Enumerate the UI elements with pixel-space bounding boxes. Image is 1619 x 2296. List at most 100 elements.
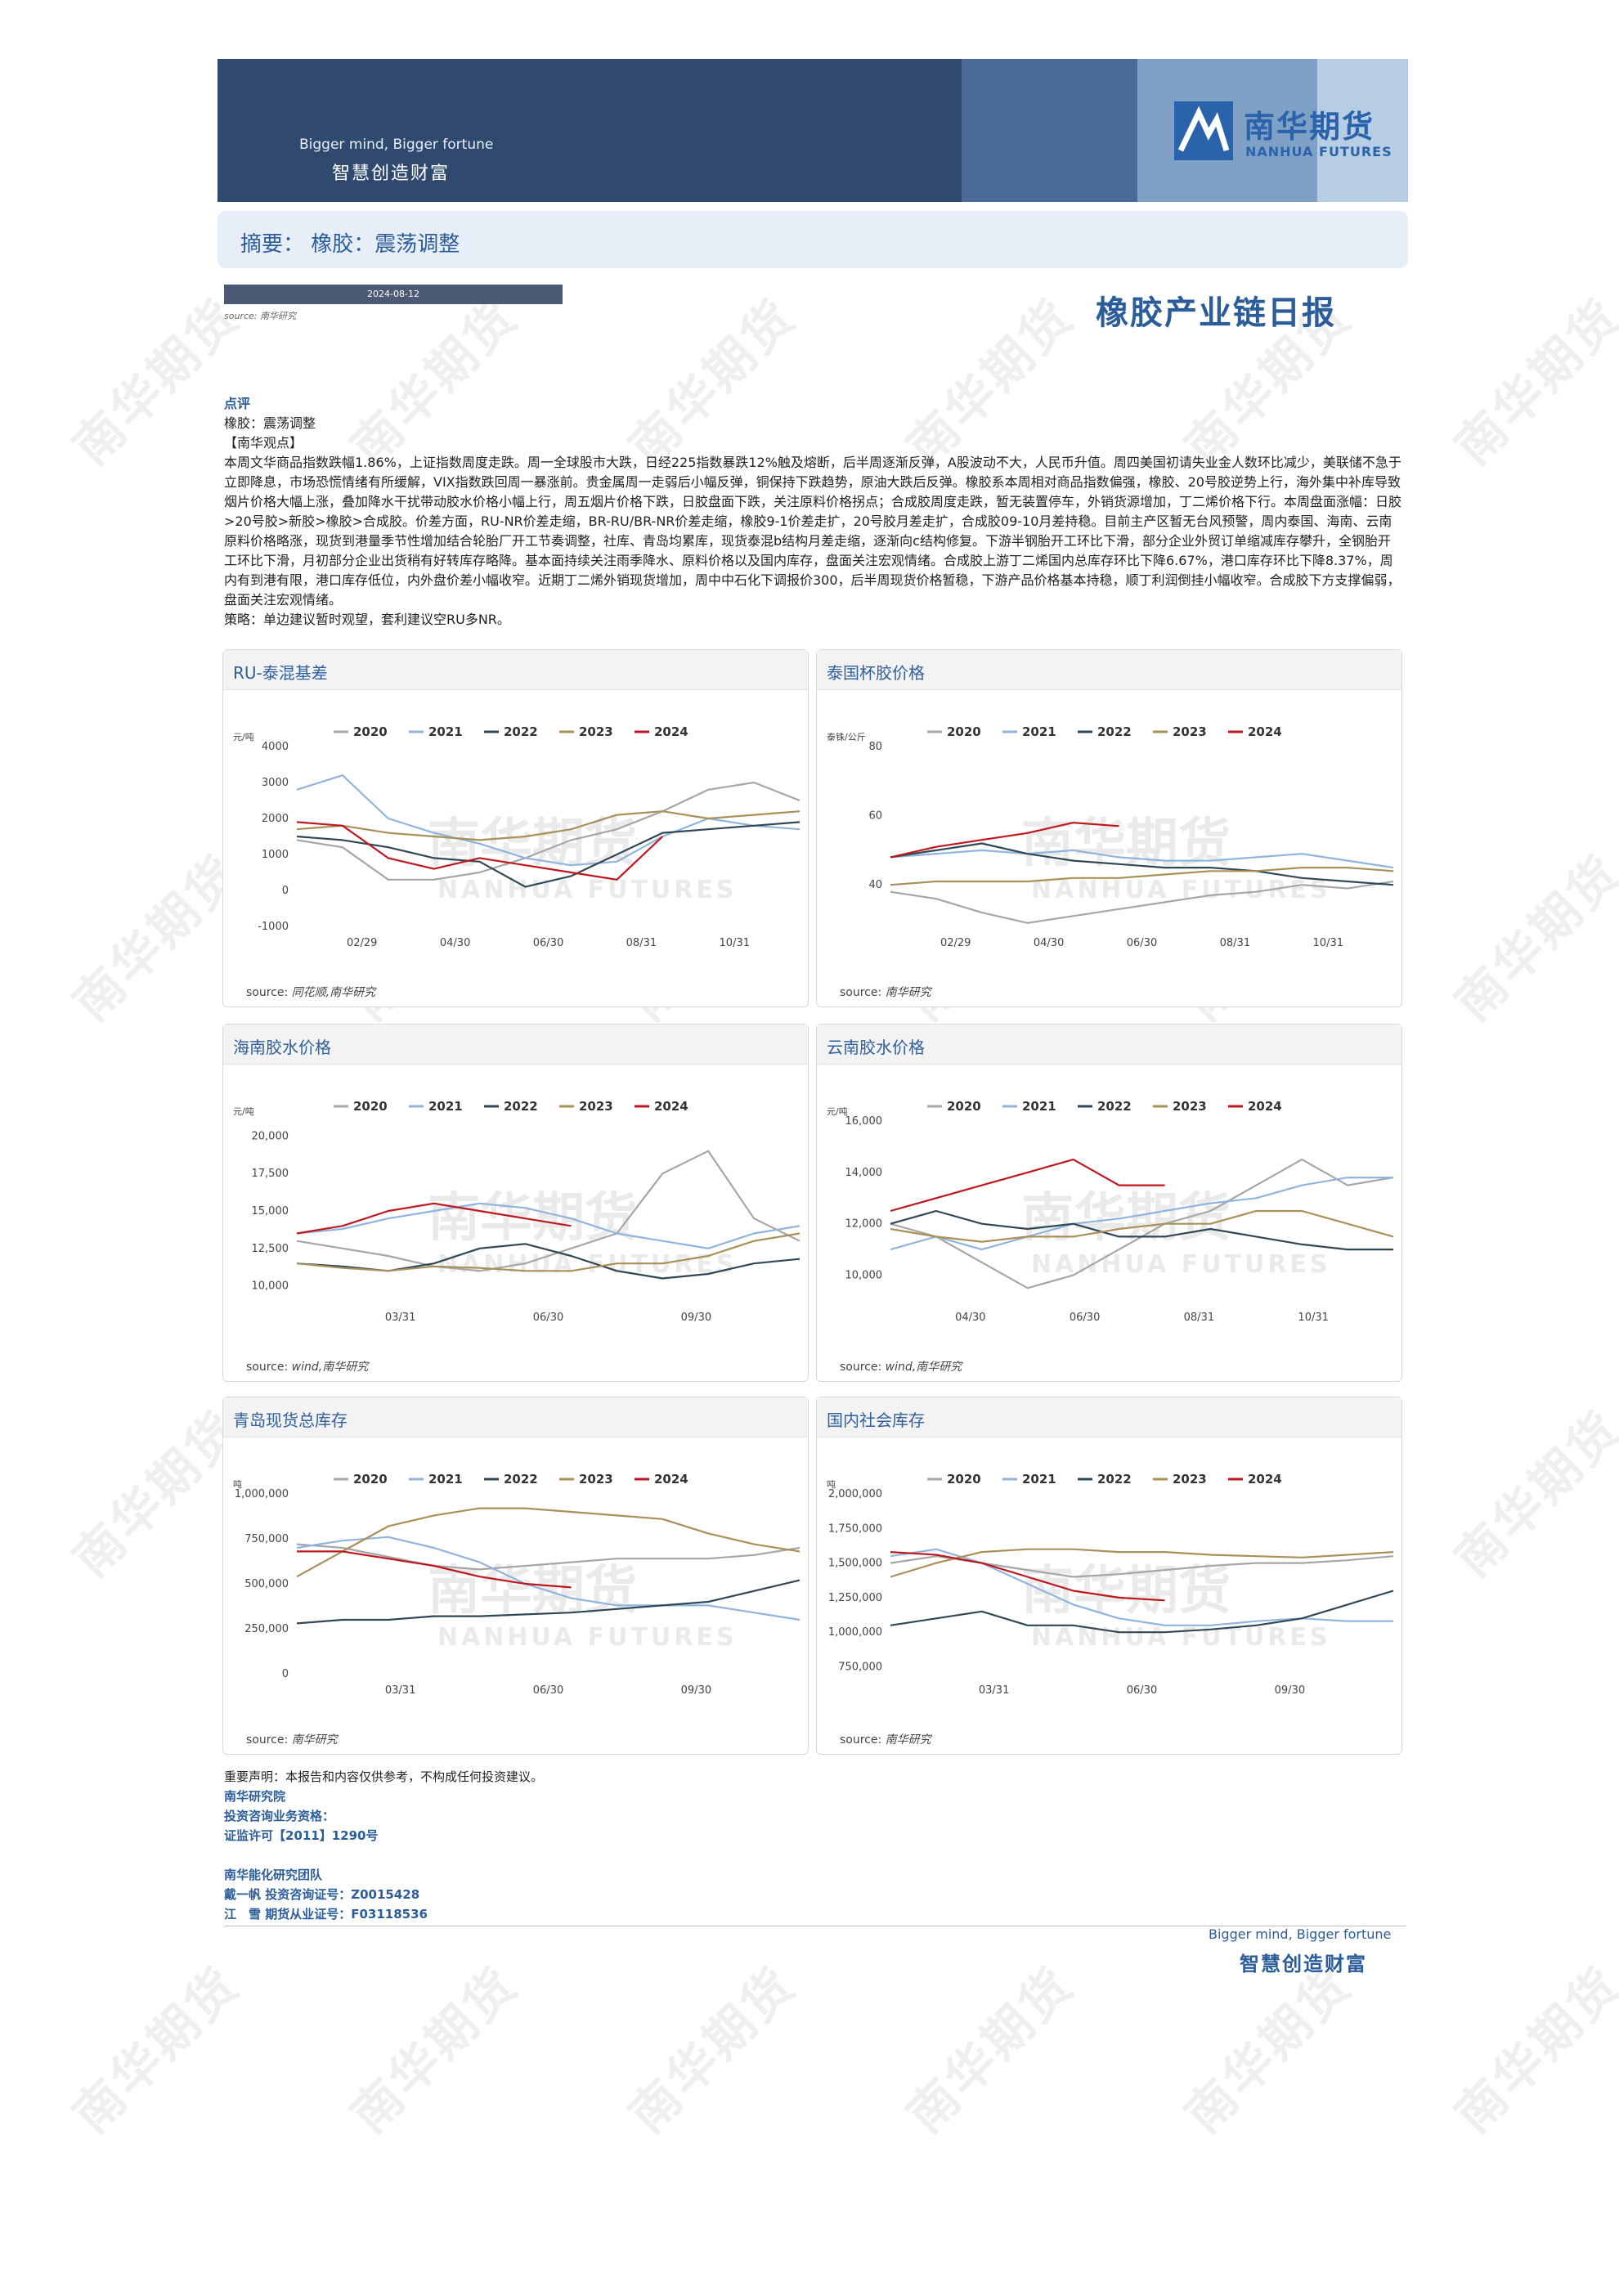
legend-label: 2022 xyxy=(504,1099,538,1114)
header-slogan-en: Bigger mind, Bigger fortune xyxy=(299,137,494,153)
logo-text-cn: 南华期货 xyxy=(1244,109,1375,145)
x-tick-label: 09/30 xyxy=(1275,1684,1305,1697)
nanhua-logo-icon xyxy=(1174,101,1233,160)
chart-watermark: 南华期货 xyxy=(428,1188,637,1249)
view-heading: 【南华观点】 xyxy=(224,435,303,451)
legend-label: 2023 xyxy=(1173,724,1207,739)
watermark-text: 南华期货 xyxy=(896,1956,1086,2145)
footer-slogan-cn: 智慧创造财富 xyxy=(1240,1953,1367,1975)
series-line-2022 xyxy=(890,1209,1393,1251)
series-line-2023 xyxy=(890,867,1394,886)
chart-watermark: NANHUA FUTURES xyxy=(437,1250,738,1279)
chart-watermark: 南华期货 xyxy=(428,814,637,874)
chart-watermark: NANHUA FUTURES xyxy=(1031,1623,1331,1652)
report-date: 2024-08-12 xyxy=(224,285,563,304)
x-tick-label: 04/30 xyxy=(1034,937,1064,949)
comment-body: 本周文华商品指数跌幅1.86%，上证指数周度走跌。周一全球股市大跌，日经225指… xyxy=(224,455,1402,608)
legend-label: 2024 xyxy=(1248,1099,1282,1114)
strategy-text: 策略：单边建议暂时观望，套利建议空RU多NR。 xyxy=(224,612,510,627)
x-tick-label: 10/31 xyxy=(1298,1312,1328,1324)
legend-label: 2022 xyxy=(1097,724,1132,739)
chart-title-bar: 云南胶水价格 xyxy=(817,1025,1401,1065)
y-tick-label: 1000 xyxy=(262,849,289,861)
legend-label: 2021 xyxy=(1022,724,1056,739)
y-tick-label: 2000 xyxy=(262,813,289,825)
y-axis-unit: 吨 xyxy=(233,1479,242,1490)
banner-stripe xyxy=(1317,59,1408,202)
y-tick-label: 0 xyxy=(282,885,289,897)
legend-label: 2020 xyxy=(947,724,981,739)
y-tick-label: 20,000 xyxy=(252,1130,289,1142)
legend-label: 2020 xyxy=(947,1472,981,1487)
watermark-text: 南华期货 xyxy=(62,288,252,477)
y-tick-label: 16,000 xyxy=(845,1115,883,1128)
chart-title-bar: 青岛现货总库存 xyxy=(223,1397,808,1437)
legend-label: 2023 xyxy=(579,724,613,739)
chart-source-label: source: xyxy=(840,986,886,999)
chart-source-label: source: xyxy=(246,986,292,999)
chart-source: source: wind,南华研究 xyxy=(840,1358,962,1374)
source-note: source: 南华研究 xyxy=(224,311,296,321)
summary-text: 摘要： 橡胶：震荡调整 xyxy=(240,232,460,257)
y-tick-label: 15,000 xyxy=(252,1205,289,1218)
chart-watermark: NANHUA FUTURES xyxy=(1031,1250,1331,1279)
watermark-text: 南华期货 xyxy=(1444,1400,1619,1589)
y-tick-label: 1,500,000 xyxy=(828,1558,882,1570)
x-tick-label: 08/31 xyxy=(1184,1312,1214,1324)
y-tick-label: 80 xyxy=(868,741,882,753)
series-line-2021 xyxy=(890,1177,1393,1251)
x-tick-label: 09/30 xyxy=(681,1684,711,1697)
y-tick-label: -1000 xyxy=(258,921,289,933)
y-tick-label: 1,750,000 xyxy=(828,1522,882,1535)
series-line-2020 xyxy=(296,1543,801,1571)
chart-source-name: 南华研究 xyxy=(885,986,931,999)
series-line-2023 xyxy=(296,1507,801,1578)
x-tick-label: 06/30 xyxy=(533,1312,563,1324)
series-line-2022 xyxy=(296,821,801,888)
y-tick-label: 4000 xyxy=(262,741,289,753)
y-tick-label: 250,000 xyxy=(244,1623,289,1635)
chart-source: source: 同花顺,南华研究 xyxy=(246,984,375,1000)
series-line-2020 xyxy=(296,1150,801,1272)
comment-heading: 点评 xyxy=(224,396,251,411)
series-line-2024 xyxy=(890,1158,1165,1213)
y-tick-label: 40 xyxy=(868,879,882,891)
x-tick-label: 04/30 xyxy=(440,937,470,949)
chart-panel: RU-泰混基差 南华期货 NANHUA FUTURES 2020 2021 2022 202… xyxy=(222,649,809,1007)
series-line-2021 xyxy=(296,1202,801,1249)
x-tick-label: 06/30 xyxy=(1127,1684,1157,1697)
x-tick-label: 08/31 xyxy=(1220,937,1250,949)
series-line-2023 xyxy=(890,1548,1394,1578)
chart-source: source: wind,南华研究 xyxy=(246,1358,368,1374)
chart-title: 云南胶水价格 xyxy=(827,1038,925,1057)
header-banner: Bigger mind, Bigger fortune 智慧创造财富 南华期货 … xyxy=(218,59,1408,202)
series-line-2024 xyxy=(297,1550,572,1589)
institute-name: 南华研究院 xyxy=(224,1789,286,1804)
x-tick-label: 08/31 xyxy=(626,937,657,949)
y-tick-label: 12,000 xyxy=(845,1218,883,1231)
legend-label: 2021 xyxy=(428,724,463,739)
chart-title-bar: 国内社会库存 xyxy=(817,1397,1401,1437)
y-tick-label: 10,000 xyxy=(252,1280,289,1293)
chart-panel: 泰国杯胶价格 南华期货 NANHUA FUTURES 2020 2021 2022 2023… xyxy=(816,649,1402,1007)
x-tick-label: 10/31 xyxy=(720,937,750,949)
y-axis-unit: 吨 xyxy=(827,1479,836,1490)
research-team: 南华能化研究团队 xyxy=(224,1868,323,1882)
qualification-label: 投资咨询业务资格： xyxy=(224,1809,335,1823)
watermark-text: 南华期货 xyxy=(62,1956,252,2145)
series-line-2023 xyxy=(296,1232,801,1272)
x-tick-label: 03/31 xyxy=(385,1312,415,1324)
series-line-2023 xyxy=(890,1209,1394,1243)
x-tick-label: 02/29 xyxy=(347,937,377,949)
chart-panel: 海南胶水价格 南华期货 NANHUA FUTURES 2020 2021 2022 2023… xyxy=(222,1024,809,1382)
chart-title-bar: 泰国杯胶价格 xyxy=(817,650,1401,690)
legend-label: 2020 xyxy=(947,1099,981,1114)
legend-label: 2021 xyxy=(428,1099,463,1114)
chart-watermark: 南华期货 xyxy=(1021,1561,1231,1621)
watermark-text: 南华期货 xyxy=(340,1956,530,2145)
x-tick-label: 06/30 xyxy=(533,1684,563,1697)
chart-source-label: source: xyxy=(840,1733,886,1747)
chart-panel: 青岛现货总库存 南华期货 NANHUA FUTURES 2020 2021 2022 202… xyxy=(222,1397,809,1755)
